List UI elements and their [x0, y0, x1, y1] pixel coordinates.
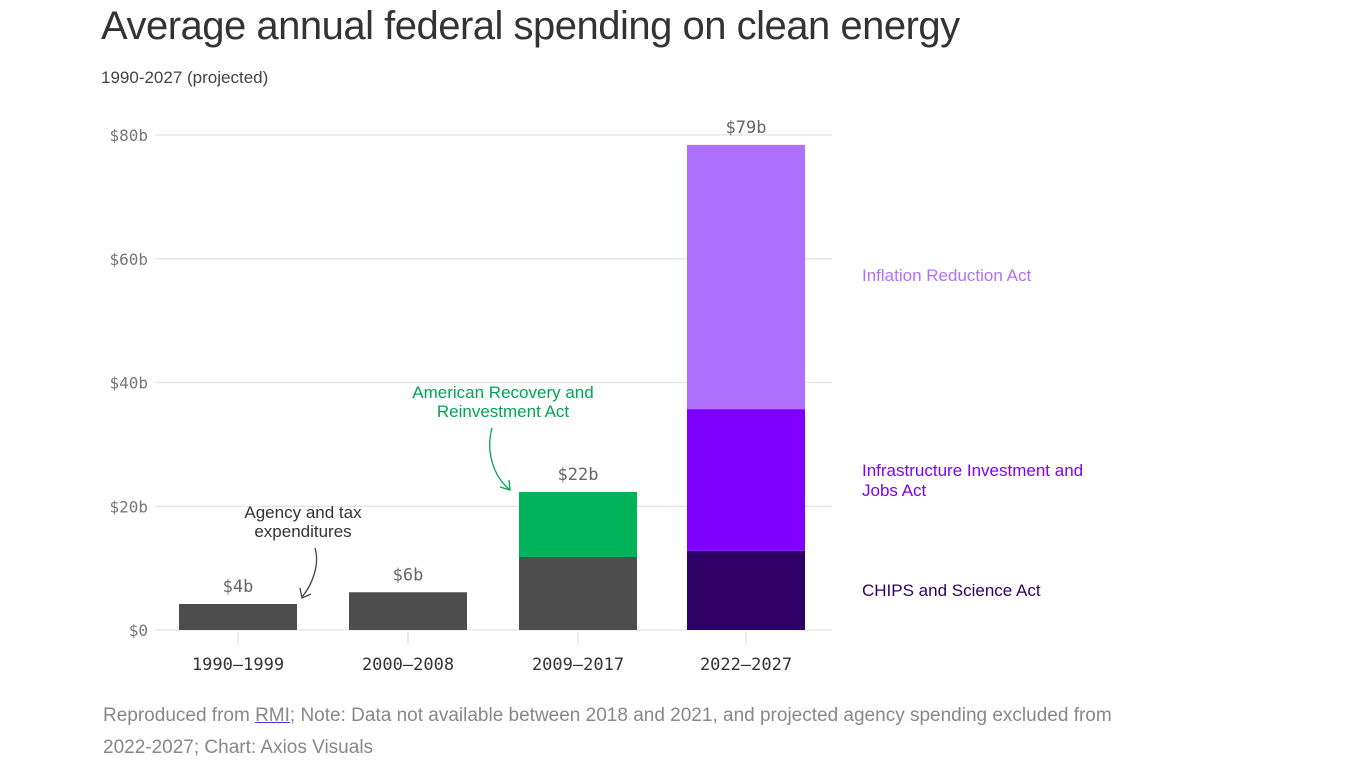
annotation-arra-line2: Reinvestment Act — [437, 402, 570, 421]
x-tick-label: 2022–2027 — [700, 655, 792, 675]
annotation-arrows — [299, 427, 511, 599]
y-tick-label: $20b — [109, 497, 148, 516]
y-tick-label: $40b — [109, 374, 148, 393]
annotation-agency-line2: expenditures — [254, 522, 351, 541]
total-label: $79b — [726, 118, 767, 138]
bar-segment — [349, 592, 467, 630]
total-label: $22b — [558, 465, 599, 485]
agency-arrowhead — [299, 587, 312, 599]
bar-segment — [519, 556, 637, 630]
legend-ira: Inflation Reduction Act — [862, 266, 1031, 285]
y-tick-label: $80b — [109, 126, 148, 145]
stacked-bar-chart: $0 $20b $40b $60b $80b 1990–1999 $4b 2000–2008 $… — [109, 118, 1083, 675]
total-label: $4b — [223, 577, 254, 597]
legend-iija-line2: Jobs Act — [862, 481, 927, 500]
annotation-agency-line1: Agency and tax — [244, 503, 362, 522]
arra-arrow — [489, 427, 511, 491]
chart-title: Average annual federal spending on clean… — [101, 4, 960, 48]
bar-segment — [519, 492, 637, 557]
total-label: $6b — [393, 565, 424, 585]
footer-note: ; Note: Data not available between 2018 … — [103, 705, 1112, 758]
arra-arrowhead — [499, 479, 511, 491]
bar-segment — [687, 550, 805, 630]
bars — [179, 144, 805, 630]
y-tick-label: $60b — [109, 250, 148, 269]
annotation-arra-line1: American Recovery and — [412, 383, 593, 402]
legend-chips: CHIPS and Science Act — [862, 581, 1041, 600]
labels: $0 $20b $40b $60b $80b 1990–1999 $4b 2000–2008 $… — [109, 118, 1083, 675]
legend-iija-line1: Infrastructure Investment and — [862, 461, 1083, 480]
bar-segment — [179, 604, 297, 630]
rmi-link[interactable]: RMI — [255, 705, 290, 726]
footer-prefix: Reproduced from — [103, 705, 256, 726]
bar-segment — [687, 144, 805, 410]
bar-segment — [687, 409, 805, 551]
agency-arrow — [301, 547, 318, 598]
chart-footer: Reproduced from RMI; Note: Data not avai… — [103, 700, 1133, 764]
x-tick-label: 2000–2008 — [362, 655, 454, 675]
x-tick-label: 1990–1999 — [192, 655, 284, 675]
x-tick-label: 2009–2017 — [532, 655, 624, 675]
y-tick-label: $0 — [129, 621, 148, 640]
chart-subtitle: 1990-2027 (projected) — [101, 68, 269, 87]
